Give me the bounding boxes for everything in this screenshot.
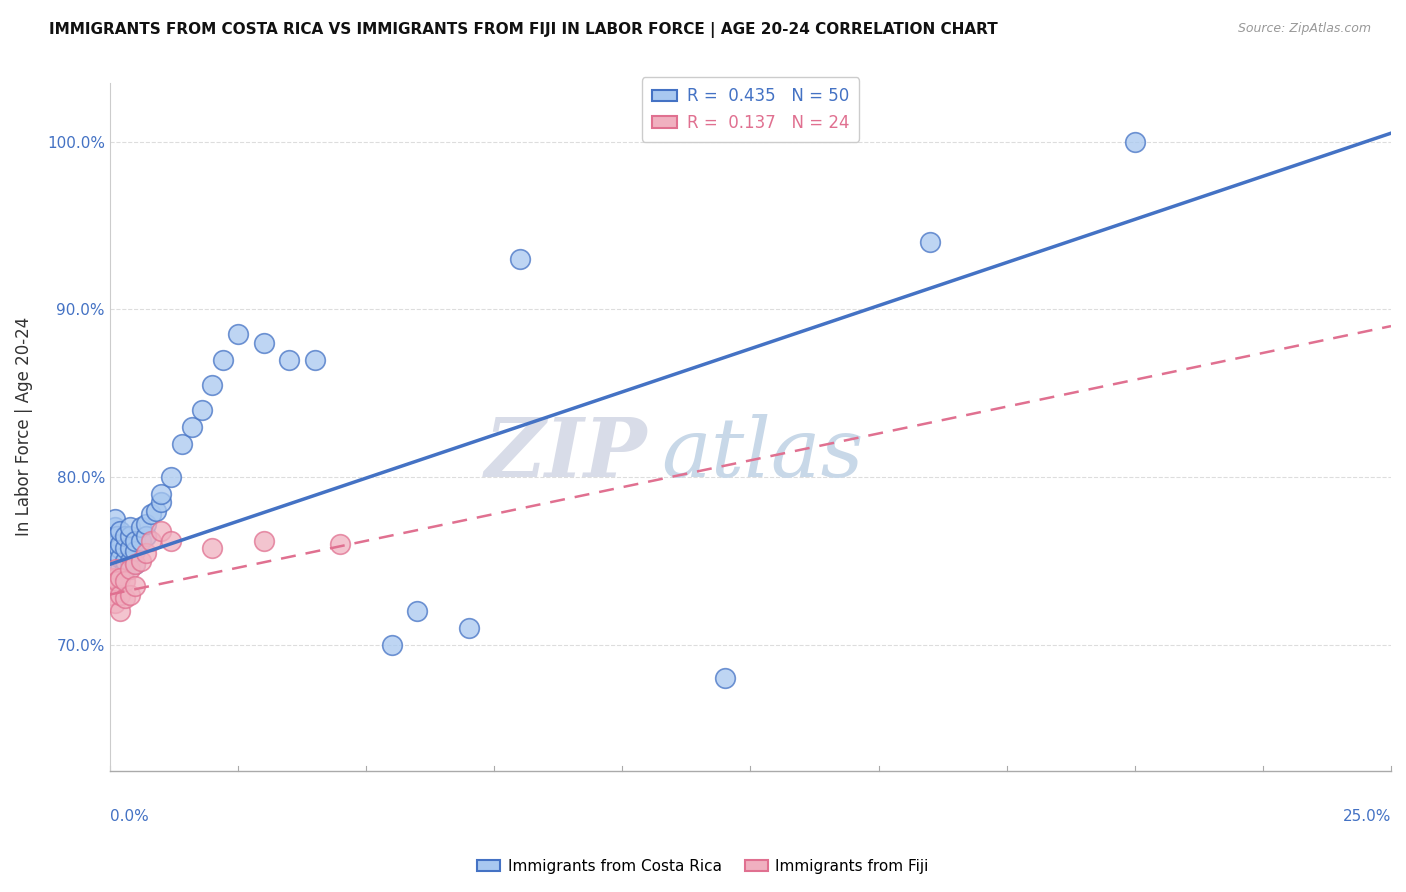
- Point: [129, 554, 152, 568]
- Point: [120, 520, 142, 534]
- Point: [108, 541, 131, 555]
- Point: [120, 541, 142, 555]
- Point: [457, 621, 479, 635]
- Point: [278, 352, 301, 367]
- Point: [509, 252, 531, 266]
- Point: [107, 574, 129, 588]
- Point: [329, 537, 352, 551]
- Point: [211, 352, 233, 367]
- Point: [104, 537, 127, 551]
- Text: IMMIGRANTS FROM COSTA RICA VS IMMIGRANTS FROM FIJI IN LABOR FORCE | AGE 20-24 CO: IMMIGRANTS FROM COSTA RICA VS IMMIGRANTS…: [49, 22, 998, 38]
- Point: [108, 588, 131, 602]
- Point: [180, 419, 202, 434]
- Point: [150, 495, 173, 509]
- Point: [114, 562, 136, 576]
- Point: [304, 352, 326, 367]
- Point: [150, 487, 173, 501]
- Text: 25.0%: 25.0%: [1343, 808, 1391, 823]
- Point: [104, 554, 127, 568]
- Point: [406, 604, 429, 618]
- Point: [104, 571, 127, 585]
- Point: [124, 558, 146, 572]
- Point: [201, 377, 224, 392]
- Point: [108, 550, 131, 565]
- Point: [108, 571, 131, 585]
- Point: [381, 638, 404, 652]
- Point: [1123, 135, 1146, 149]
- Point: [114, 591, 136, 605]
- Point: [108, 562, 131, 576]
- Point: [145, 503, 167, 517]
- Point: [114, 541, 136, 555]
- Point: [201, 541, 224, 555]
- Point: [150, 524, 173, 538]
- Point: [107, 546, 129, 560]
- Point: [170, 436, 193, 450]
- Point: [252, 533, 274, 548]
- Point: [252, 335, 274, 350]
- Point: [226, 327, 249, 342]
- Point: [139, 533, 162, 548]
- Point: [135, 517, 157, 532]
- Point: [101, 554, 124, 568]
- Point: [135, 529, 157, 543]
- Text: Source: ZipAtlas.com: Source: ZipAtlas.com: [1237, 22, 1371, 36]
- Point: [160, 470, 183, 484]
- Point: [108, 524, 131, 538]
- Point: [101, 537, 124, 551]
- Point: [101, 588, 124, 602]
- Text: ZIP: ZIP: [485, 414, 648, 494]
- Point: [124, 579, 146, 593]
- Point: [104, 596, 127, 610]
- Text: atlas: atlas: [661, 414, 863, 494]
- Legend: Immigrants from Costa Rica, Immigrants from Fiji: Immigrants from Costa Rica, Immigrants f…: [471, 853, 935, 880]
- Point: [129, 520, 152, 534]
- Point: [114, 554, 136, 568]
- Point: [104, 520, 127, 534]
- Point: [104, 562, 127, 576]
- Point: [104, 512, 127, 526]
- Point: [160, 533, 183, 548]
- Y-axis label: In Labor Force | Age 20-24: In Labor Force | Age 20-24: [15, 318, 32, 536]
- Point: [103, 579, 125, 593]
- Point: [139, 507, 162, 521]
- Point: [135, 546, 157, 560]
- Point: [101, 571, 124, 585]
- Point: [713, 672, 735, 686]
- Point: [120, 554, 142, 568]
- Legend: R =  0.435   N = 50, R =  0.137   N = 24: R = 0.435 N = 50, R = 0.137 N = 24: [641, 78, 859, 142]
- Point: [114, 574, 136, 588]
- Point: [120, 529, 142, 543]
- Point: [114, 529, 136, 543]
- Point: [107, 529, 129, 543]
- Point: [124, 544, 146, 558]
- Point: [191, 403, 214, 417]
- Point: [108, 604, 131, 618]
- Point: [108, 537, 131, 551]
- Text: 0.0%: 0.0%: [110, 808, 149, 823]
- Point: [124, 533, 146, 548]
- Point: [124, 558, 146, 572]
- Point: [129, 533, 152, 548]
- Point: [918, 235, 941, 250]
- Point: [120, 588, 142, 602]
- Point: [120, 562, 142, 576]
- Point: [103, 546, 125, 560]
